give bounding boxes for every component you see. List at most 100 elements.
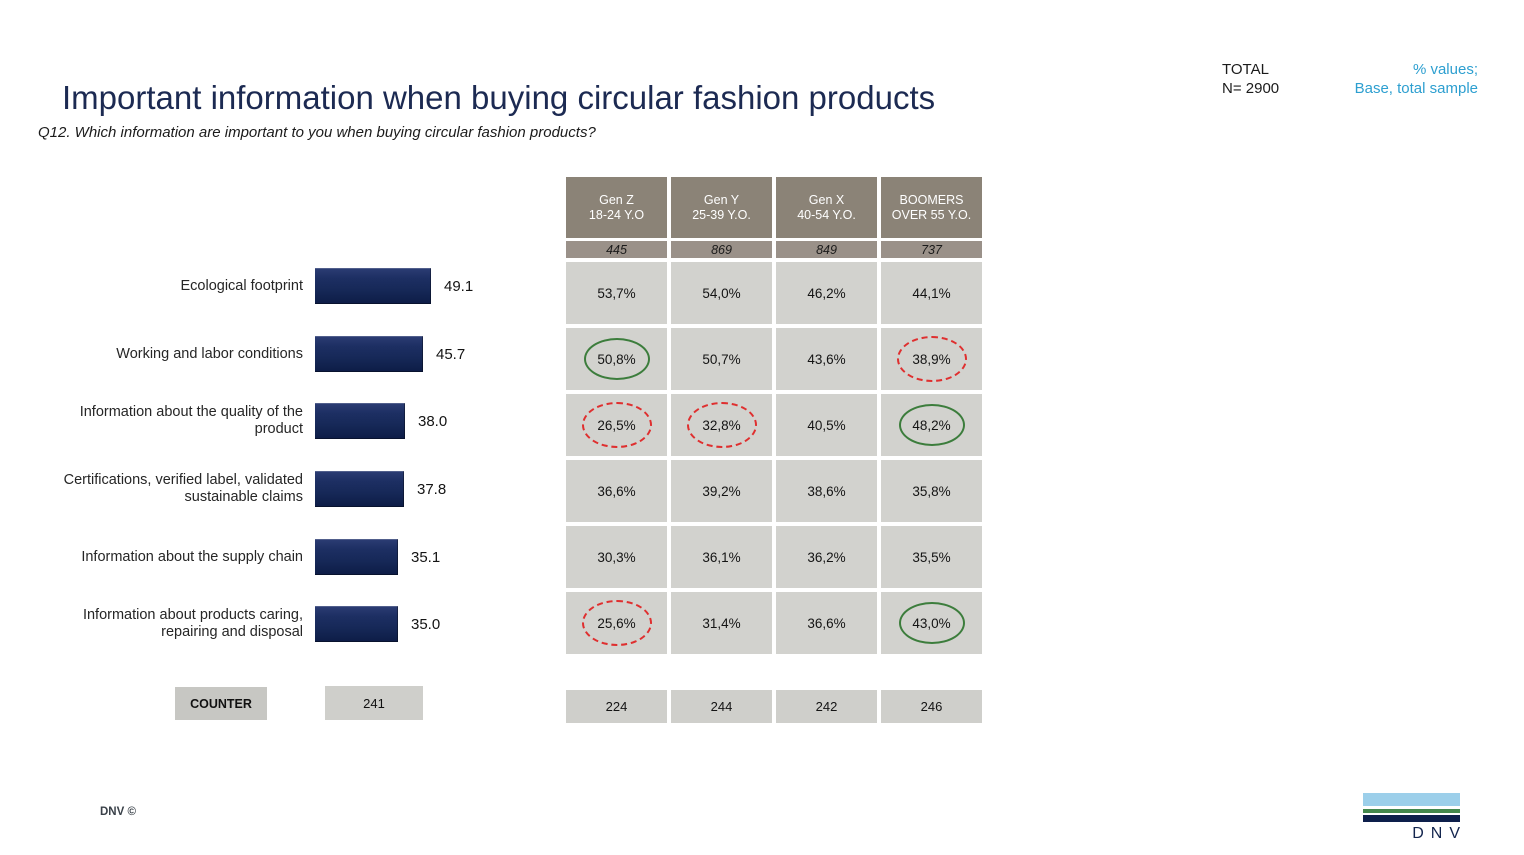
bar-label: Information about the quality of the pro…	[79, 404, 303, 437]
column-age-range: OVER 55 Y.O.	[891, 207, 972, 222]
table-cell: 46,2%	[776, 262, 877, 324]
column-header-gen-x: Gen X 40-54 Y.O.	[776, 177, 877, 238]
cell-value: 48,2%	[912, 417, 951, 433]
table-header-row: Gen Z 18-24 Y.O Gen Y 25-39 Y.O. Gen X 4…	[566, 177, 982, 238]
table-cell: 26,5%	[566, 394, 667, 456]
cell-value: 36,6%	[807, 615, 846, 631]
counter-value: 242	[776, 690, 877, 723]
table-cell: 25,6%	[566, 592, 667, 654]
question-text: Q12. Which information are important to …	[38, 124, 596, 141]
copyright-text: DNV ©	[100, 806, 136, 818]
cell-value: 36,2%	[807, 549, 846, 565]
column-name: Gen Y	[703, 192, 740, 207]
table-cell: 36,1%	[671, 526, 772, 588]
cell-value: 35,8%	[912, 483, 951, 499]
bar-value: 35.0	[411, 615, 441, 633]
bar	[315, 403, 405, 439]
cell-value: 43,0%	[912, 615, 951, 631]
cell-value: 31,4%	[702, 615, 741, 631]
base-value: 445	[566, 241, 667, 258]
table-cell: 43,0%	[881, 592, 982, 654]
bar-label: Information about the supply chain	[81, 548, 303, 565]
table-cell: 50,7%	[671, 328, 772, 390]
table-cell: 38,9%	[881, 328, 982, 390]
cell-value: 46,2%	[807, 285, 846, 301]
bar-value: 37.8	[417, 480, 447, 498]
table-cell: 40,5%	[776, 394, 877, 456]
note-line-2: Base, total sample	[1354, 80, 1478, 97]
table-cell: 53,7%	[566, 262, 667, 324]
logo-bar-lightblue	[1363, 793, 1460, 806]
column-name: BOOMERS	[899, 192, 964, 207]
logo-bar-green	[1363, 809, 1460, 813]
table-cell: 31,4%	[671, 592, 772, 654]
bar-row-working-labor-conditions: Working and labor conditions 45.7	[58, 336, 465, 372]
bar	[315, 539, 398, 575]
bar-row-quality-of-product: Information about the quality of the pro…	[58, 403, 447, 439]
table-counter-row: 224 244 242 246	[566, 690, 982, 723]
column-header-gen-z: Gen Z 18-24 Y.O	[566, 177, 667, 238]
cell-value: 26,5%	[597, 417, 636, 433]
table-cell: 32,8%	[671, 394, 772, 456]
table-cell: 43,6%	[776, 328, 877, 390]
table-data-grid: 53,7% 54,0% 46,2% 44,1% 50,8% 50,7% 43,6…	[566, 262, 982, 654]
column-age-range: 40-54 Y.O.	[797, 207, 856, 222]
cell-value: 38,9%	[912, 351, 951, 367]
total-sample-block: TOTAL N= 2900	[1222, 60, 1279, 98]
values-note-block: % values; Base, total sample	[1355, 60, 1478, 98]
bar	[315, 606, 398, 642]
dnv-logo: DNV	[1363, 793, 1460, 843]
cell-value: 50,7%	[702, 351, 741, 367]
bar-label: Certifications, verified label, validate…	[63, 472, 303, 505]
bar	[315, 336, 423, 372]
column-name: Gen Z	[599, 192, 634, 207]
total-label: TOTAL	[1222, 61, 1269, 78]
bar-row-ecological-footprint: Ecological footprint 49.1	[58, 268, 473, 304]
counter-value: 246	[881, 690, 982, 723]
cell-value: 30,3%	[597, 549, 636, 565]
table-cell: 50,8%	[566, 328, 667, 390]
bar-label: Information about products caring, repai…	[82, 607, 303, 640]
counter-total-value: 241	[325, 686, 423, 720]
cell-value: 38,6%	[807, 483, 846, 499]
cell-value: 43,6%	[807, 351, 846, 367]
table-cell: 54,0%	[671, 262, 772, 324]
column-age-range: 25-39 Y.O.	[692, 207, 751, 222]
column-name: Gen X	[808, 192, 845, 207]
table-cell: 35,8%	[881, 460, 982, 522]
table-cell: 48,2%	[881, 394, 982, 456]
column-header-boomers: BOOMERS OVER 55 Y.O.	[881, 177, 982, 238]
bar	[315, 268, 431, 304]
table-cell: 35,5%	[881, 526, 982, 588]
base-value: 869	[671, 241, 772, 258]
cell-value: 35,5%	[912, 549, 951, 565]
table-cell: 44,1%	[881, 262, 982, 324]
table-base-row: 445 869 849 737	[566, 241, 982, 258]
table-cell: 38,6%	[776, 460, 877, 522]
table-cell: 36,6%	[566, 460, 667, 522]
table-cell: 30,3%	[566, 526, 667, 588]
cell-value: 53,7%	[597, 285, 636, 301]
bar-label: Working and labor conditions	[116, 345, 303, 362]
counter-label: COUNTER	[175, 687, 267, 720]
base-value: 849	[776, 241, 877, 258]
table-cell: 36,6%	[776, 592, 877, 654]
bar-row-supply-chain: Information about the supply chain 35.1	[58, 539, 440, 575]
cell-value: 50,8%	[597, 351, 636, 367]
column-age-range: 18-24 Y.O	[588, 207, 645, 222]
bar-value: 45.7	[436, 345, 466, 363]
bar	[315, 471, 404, 507]
base-value: 737	[881, 241, 982, 258]
table-cell: 39,2%	[671, 460, 772, 522]
bar-value: 38.0	[418, 412, 448, 430]
counter-value: 224	[566, 690, 667, 723]
bar-row-caring-repairing-disposal: Information about products caring, repai…	[58, 606, 440, 642]
cell-value: 44,1%	[912, 285, 951, 301]
page-title: Important information when buying circul…	[62, 79, 936, 117]
cell-value: 36,1%	[702, 549, 741, 565]
logo-wordmark: DNV	[1412, 825, 1467, 842]
cell-value: 54,0%	[702, 285, 741, 301]
bar-value: 49.1	[444, 277, 474, 295]
column-header-gen-y: Gen Y 25-39 Y.O.	[671, 177, 772, 238]
